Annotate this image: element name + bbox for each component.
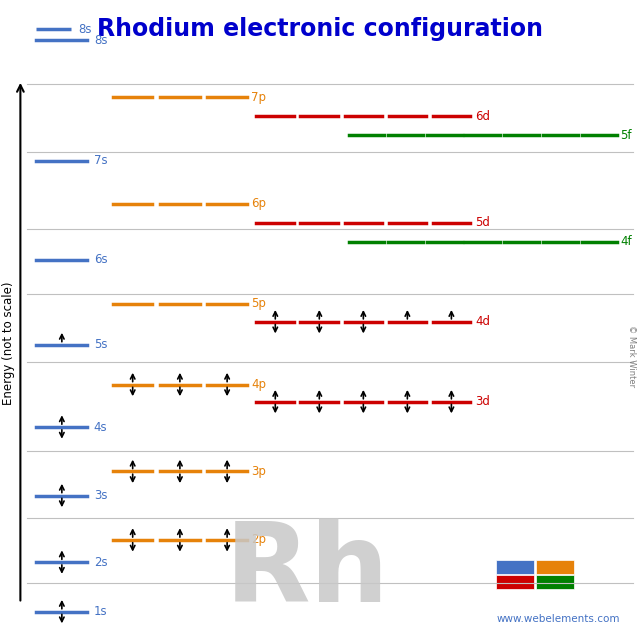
Text: 7s: 7s <box>94 154 108 167</box>
Text: 6p: 6p <box>252 197 266 210</box>
Text: 4s: 4s <box>94 420 108 433</box>
Bar <box>496 575 534 589</box>
Text: 3s: 3s <box>94 489 108 502</box>
Text: 5f: 5f <box>620 129 632 141</box>
Text: 3d: 3d <box>476 395 490 408</box>
Text: 8s: 8s <box>94 33 108 47</box>
Text: © Mark Winter: © Mark Winter <box>627 325 636 387</box>
Text: Rh: Rh <box>225 518 390 625</box>
Text: 5s: 5s <box>94 338 108 351</box>
Text: 5p: 5p <box>252 298 266 310</box>
Text: 6d: 6d <box>476 109 490 123</box>
Text: www.webelements.com: www.webelements.com <box>497 614 620 623</box>
Bar <box>536 575 574 589</box>
Text: 7p: 7p <box>252 91 266 104</box>
Bar <box>536 559 574 573</box>
Text: 1s: 1s <box>94 605 108 618</box>
Text: 2p: 2p <box>252 533 266 547</box>
Text: 3p: 3p <box>252 465 266 478</box>
Text: 8s: 8s <box>78 23 92 36</box>
Text: 4p: 4p <box>252 378 266 391</box>
Text: Energy (not to scale): Energy (not to scale) <box>3 282 15 405</box>
Bar <box>496 559 534 573</box>
Text: 4d: 4d <box>476 315 490 328</box>
Text: Rhodium electronic configuration: Rhodium electronic configuration <box>97 17 543 40</box>
Text: 5d: 5d <box>476 216 490 229</box>
Text: 6s: 6s <box>94 253 108 266</box>
Text: 2s: 2s <box>94 556 108 568</box>
Text: 4f: 4f <box>620 236 632 248</box>
